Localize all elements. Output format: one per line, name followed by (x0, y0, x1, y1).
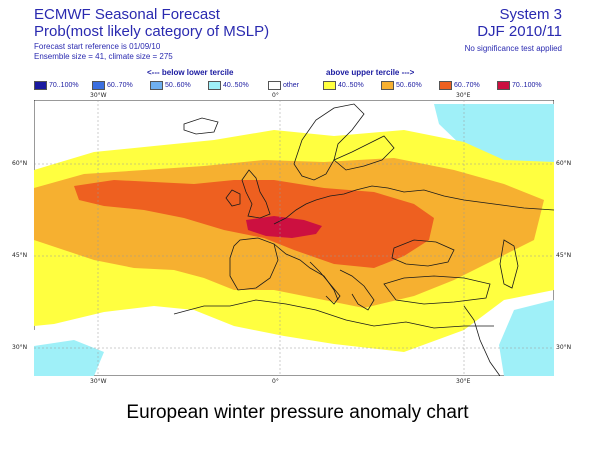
legend-item: 70..100% (34, 80, 79, 91)
legend-swatch (34, 81, 47, 90)
cyan-region-southeast (499, 300, 554, 376)
crimson-70-100-region (246, 216, 322, 238)
ensemble-size-text: Ensemble size = 41, climate size = 275 (34, 52, 173, 61)
below-tercile-caption: <--- below lower tercile (147, 68, 234, 77)
slide-caption: European winter pressure anomaly chart (126, 402, 469, 423)
lat-tick-label-right: 30°N (556, 344, 572, 351)
map-canvas (33, 99, 555, 377)
lon-tick-label-bottom: 30°E (456, 378, 471, 385)
legend-label: 70..100% (512, 82, 542, 89)
lat-tick-label-right: 45°N (556, 252, 572, 259)
legend-item: 50..60% (150, 80, 191, 91)
legend-label: 40..50% (223, 82, 249, 89)
legend-label: 60..70% (454, 82, 480, 89)
legend-item: 50..60% (381, 80, 422, 91)
significance-note: No significance test applied (464, 44, 562, 53)
legend-item: other (268, 80, 299, 91)
legend-label: other (283, 82, 299, 89)
coastlines (173, 103, 555, 377)
chart-subtitle: Prob(most likely category of MSLP) (34, 23, 270, 40)
legend-swatch (208, 81, 221, 90)
legend-label: 40..50% (338, 82, 364, 89)
legend-swatch (497, 81, 510, 90)
lat-tick-label-left: 45°N (12, 252, 28, 259)
legend-item: 60..70% (92, 80, 133, 91)
cyan-region-southwest (34, 340, 104, 376)
lat-tick-label-left: 30°N (12, 344, 28, 351)
legend-swatch (439, 81, 452, 90)
legend-swatch (92, 81, 105, 90)
probability-legend: <--- below lower tercile above upper ter… (34, 68, 562, 94)
legend-label: 50..60% (165, 82, 191, 89)
lon-tick-label-top: 30°E (456, 92, 471, 99)
lon-tick-label-bottom: 30°W (90, 378, 107, 385)
lon-tick-label-bottom: 0° (272, 378, 279, 385)
lat-tick-label-left: 60°N (12, 160, 28, 167)
lat-tick-label-right: 60°N (556, 160, 572, 167)
forecast-start-text: Forecast start reference is 01/09/10 (34, 42, 161, 51)
forecast-header: ECMWF Seasonal Forecast Prob(most likely… (34, 6, 562, 68)
legend-label: 70..100% (49, 82, 79, 89)
chart-title: ECMWF Seasonal Forecast (34, 6, 220, 23)
season-label: DJF 2010/11 (477, 23, 562, 40)
legend-swatch (381, 81, 394, 90)
legend-label: 60..70% (107, 82, 133, 89)
legend-item: 60..70% (439, 80, 480, 91)
legend-item: 40..50% (208, 80, 249, 91)
above-tercile-caption: above upper tercile ---> (326, 68, 415, 77)
legend-item: 40..50% (323, 80, 364, 91)
legend-label: 50..60% (396, 82, 422, 89)
lon-tick-label-top: 30°W (90, 92, 107, 99)
legend-swatch (268, 81, 281, 90)
system-label: System 3 (499, 6, 562, 23)
lon-tick-label-top: 0° (272, 92, 279, 99)
legend-item: 70..100% (497, 80, 542, 91)
legend-swatch (150, 81, 163, 90)
legend-swatch (323, 81, 336, 90)
forecast-map: 30°W 30°W 0° 0° 30°E 30°E 60°N 60°N 45°N 45°N 30°N… (12, 92, 571, 385)
